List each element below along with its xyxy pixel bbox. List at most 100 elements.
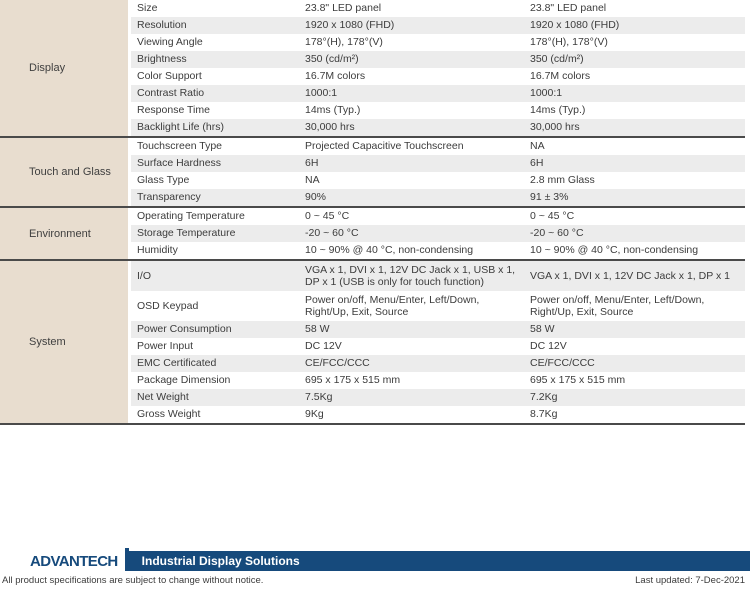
spec-value-col2: 178°(H), 178°(V) — [530, 36, 608, 49]
table-row: Package Dimension 695 x 175 x 515 mm 695… — [131, 372, 745, 389]
brand-divider — [124, 548, 129, 571]
spec-value-col2: 8.7Kg — [530, 408, 558, 421]
spec-value-col1: 30,000 hrs — [305, 121, 355, 134]
section-rows: I/O VGA x 1, DVI x 1, 12V DC Jack x 1, U… — [131, 261, 745, 423]
spec-name: Response Time — [137, 104, 210, 117]
spec-value-col2: 58 W — [530, 323, 555, 336]
spec-value-col1: 23.8" LED panel — [305, 2, 382, 15]
table-row: Contrast Ratio 1000:1 1000:1 — [131, 85, 745, 102]
spec-value-col1: 1000:1 — [305, 87, 338, 100]
table-row: Touchscreen Type Projected Capacitive To… — [131, 138, 745, 155]
spec-value-col1: DC 12V — [305, 340, 342, 353]
spec-name: I/O — [137, 269, 152, 282]
section-rows: Touchscreen Type Projected Capacitive To… — [131, 138, 745, 206]
section-rows: Size 23.8" LED panel 23.8" LED panel Res… — [131, 0, 745, 136]
spec-name: Backlight Life (hrs) — [137, 121, 224, 134]
spec-value-col2: 16.7M colors — [530, 70, 591, 83]
table-row: Transparency 90% 91 ± 3% — [131, 189, 745, 206]
spec-value-col1: NA — [305, 174, 320, 187]
table-row: Operating Temperature 0 ~ 45 °C 0 ~ 45 °… — [131, 208, 745, 225]
spec-value-col2: 7.2Kg — [530, 391, 558, 404]
spec-value-col2: 23.8" LED panel — [530, 2, 607, 15]
table-row: Viewing Angle 178°(H), 178°(V) 178°(H), … — [131, 34, 745, 51]
spec-value-col2: CE/FCC/CCC — [530, 357, 595, 370]
spec-value-col1: 178°(H), 178°(V) — [305, 36, 383, 49]
section-display: Display Size 23.8" LED panel 23.8" LED p… — [0, 0, 745, 136]
spec-value-col2: 6H — [530, 157, 544, 170]
section-system: System I/O VGA x 1, DVI x 1, 12V DC Jack… — [0, 259, 745, 423]
spec-value-col1: -20 ~ 60 °C — [305, 227, 359, 240]
spec-name: OSD Keypad — [137, 299, 199, 312]
spec-value-col1: 14ms (Typ.) — [305, 104, 361, 117]
spec-name: Operating Temperature — [137, 210, 245, 223]
spec-value-col2: VGA x 1, DVI x 1, 12V DC Jack x 1, DP x … — [530, 269, 730, 282]
spec-value-col2: 0 ~ 45 °C — [530, 210, 575, 223]
spec-value-col2: Power on/off, Menu/Enter, Left/Down, Rig… — [530, 293, 705, 318]
spec-value-col2: 14ms (Typ.) — [530, 104, 586, 117]
spec-name: Net Weight — [137, 391, 189, 404]
spec-value-col1: 16.7M colors — [305, 70, 366, 83]
spec-name: Power Input — [137, 340, 194, 353]
spec-value-col1: 10 ~ 90% @ 40 °C, non-condensing — [305, 244, 474, 257]
section-category-environment: Environment — [0, 208, 128, 259]
spec-name: Brightness — [137, 53, 187, 66]
spec-value-col1: 1920 x 1080 (FHD) — [305, 19, 395, 32]
spec-name: Contrast Ratio — [137, 87, 205, 100]
table-row: Response Time 14ms (Typ.) 14ms (Typ.) — [131, 102, 745, 119]
table-row: Glass Type NA 2.8 mm Glass — [131, 172, 745, 189]
spec-value-col2: 91 ± 3% — [530, 191, 569, 204]
spec-name: Package Dimension — [137, 374, 231, 387]
spec-name: EMC Certificated — [137, 357, 217, 370]
table-row: Brightness 350 (cd/m²) 350 (cd/m²) — [131, 51, 745, 68]
table-row: I/O VGA x 1, DVI x 1, 12V DC Jack x 1, U… — [131, 261, 745, 291]
spec-name: Color Support — [137, 70, 202, 83]
spec-name: Resolution — [137, 19, 187, 32]
table-row: Resolution 1920 x 1080 (FHD) 1920 x 1080… — [131, 17, 745, 34]
page-footer: ADVANTECH Industrial Display Solutions A… — [0, 548, 750, 586]
table-row: Storage Temperature -20 ~ 60 °C -20 ~ 60… — [131, 225, 745, 242]
table-row: Power Input DC 12V DC 12V — [131, 338, 745, 355]
table-row: Backlight Life (hrs) 30,000 hrs 30,000 h… — [131, 119, 745, 136]
table-row: Color Support 16.7M colors 16.7M colors — [131, 68, 745, 85]
section-category-system: System — [0, 261, 128, 423]
spec-name: Transparency — [137, 191, 201, 204]
spec-name: Gross Weight — [137, 408, 201, 421]
tagline-ribbon: Industrial Display Solutions — [128, 551, 750, 571]
spec-value-col1: VGA x 1, DVI x 1, 12V DC Jack x 1, USB x… — [305, 263, 516, 288]
specification-table: Display Size 23.8" LED panel 23.8" LED p… — [0, 0, 745, 425]
spec-value-col2: 1920 x 1080 (FHD) — [530, 19, 620, 32]
section-category-display: Display — [0, 0, 128, 136]
spec-name: Power Consumption — [137, 323, 232, 336]
brand-bar: ADVANTECH Industrial Display Solutions — [0, 548, 750, 571]
spec-value-col1: 6H — [305, 157, 319, 170]
table-row: EMC Certificated CE/FCC/CCC CE/FCC/CCC — [131, 355, 745, 372]
last-updated-text: Last updated: 7-Dec-2021 — [635, 575, 745, 586]
spec-value-col1: 0 ~ 45 °C — [305, 210, 350, 223]
section-category-touch-and-glass: Touch and Glass — [0, 138, 128, 206]
footnote-row: All product specifications are subject t… — [0, 575, 750, 586]
spec-value-col2: NA — [530, 140, 545, 153]
spec-name: Touchscreen Type — [137, 140, 223, 153]
section-environment: Environment Operating Temperature 0 ~ 45… — [0, 206, 745, 259]
spec-value-col1: Projected Capacitive Touchscreen — [305, 140, 464, 153]
spec-value-col1: 58 W — [305, 323, 330, 336]
spec-name: Surface Hardness — [137, 157, 222, 170]
spec-value-col2: 350 (cd/m²) — [530, 53, 584, 66]
spec-name: Viewing Angle — [137, 36, 203, 49]
spec-value-col1: 695 x 175 x 515 mm — [305, 374, 401, 387]
spec-value-col1: 7.5Kg — [305, 391, 333, 404]
spec-value-col2: 1000:1 — [530, 87, 563, 100]
tagline-text: Industrial Display Solutions — [141, 554, 300, 568]
spec-value-col2: -20 ~ 60 °C — [530, 227, 584, 240]
spec-value-col1: Power on/off, Menu/Enter, Left/Down, Rig… — [305, 293, 480, 318]
section-touch-and-glass: Touch and Glass Touchscreen Type Project… — [0, 136, 745, 206]
spec-name: Size — [137, 2, 158, 15]
spec-value-col2: 10 ~ 90% @ 40 °C, non-condensing — [530, 244, 699, 257]
advantech-logo: ADVANTECH — [30, 553, 118, 570]
table-row: OSD Keypad Power on/off, Menu/Enter, Lef… — [131, 291, 745, 321]
spec-value-col1: 9Kg — [305, 408, 324, 421]
table-row: Surface Hardness 6H 6H — [131, 155, 745, 172]
spec-value-col1: 350 (cd/m²) — [305, 53, 359, 66]
spec-name: Storage Temperature — [137, 227, 236, 240]
spec-name: Humidity — [137, 244, 178, 257]
